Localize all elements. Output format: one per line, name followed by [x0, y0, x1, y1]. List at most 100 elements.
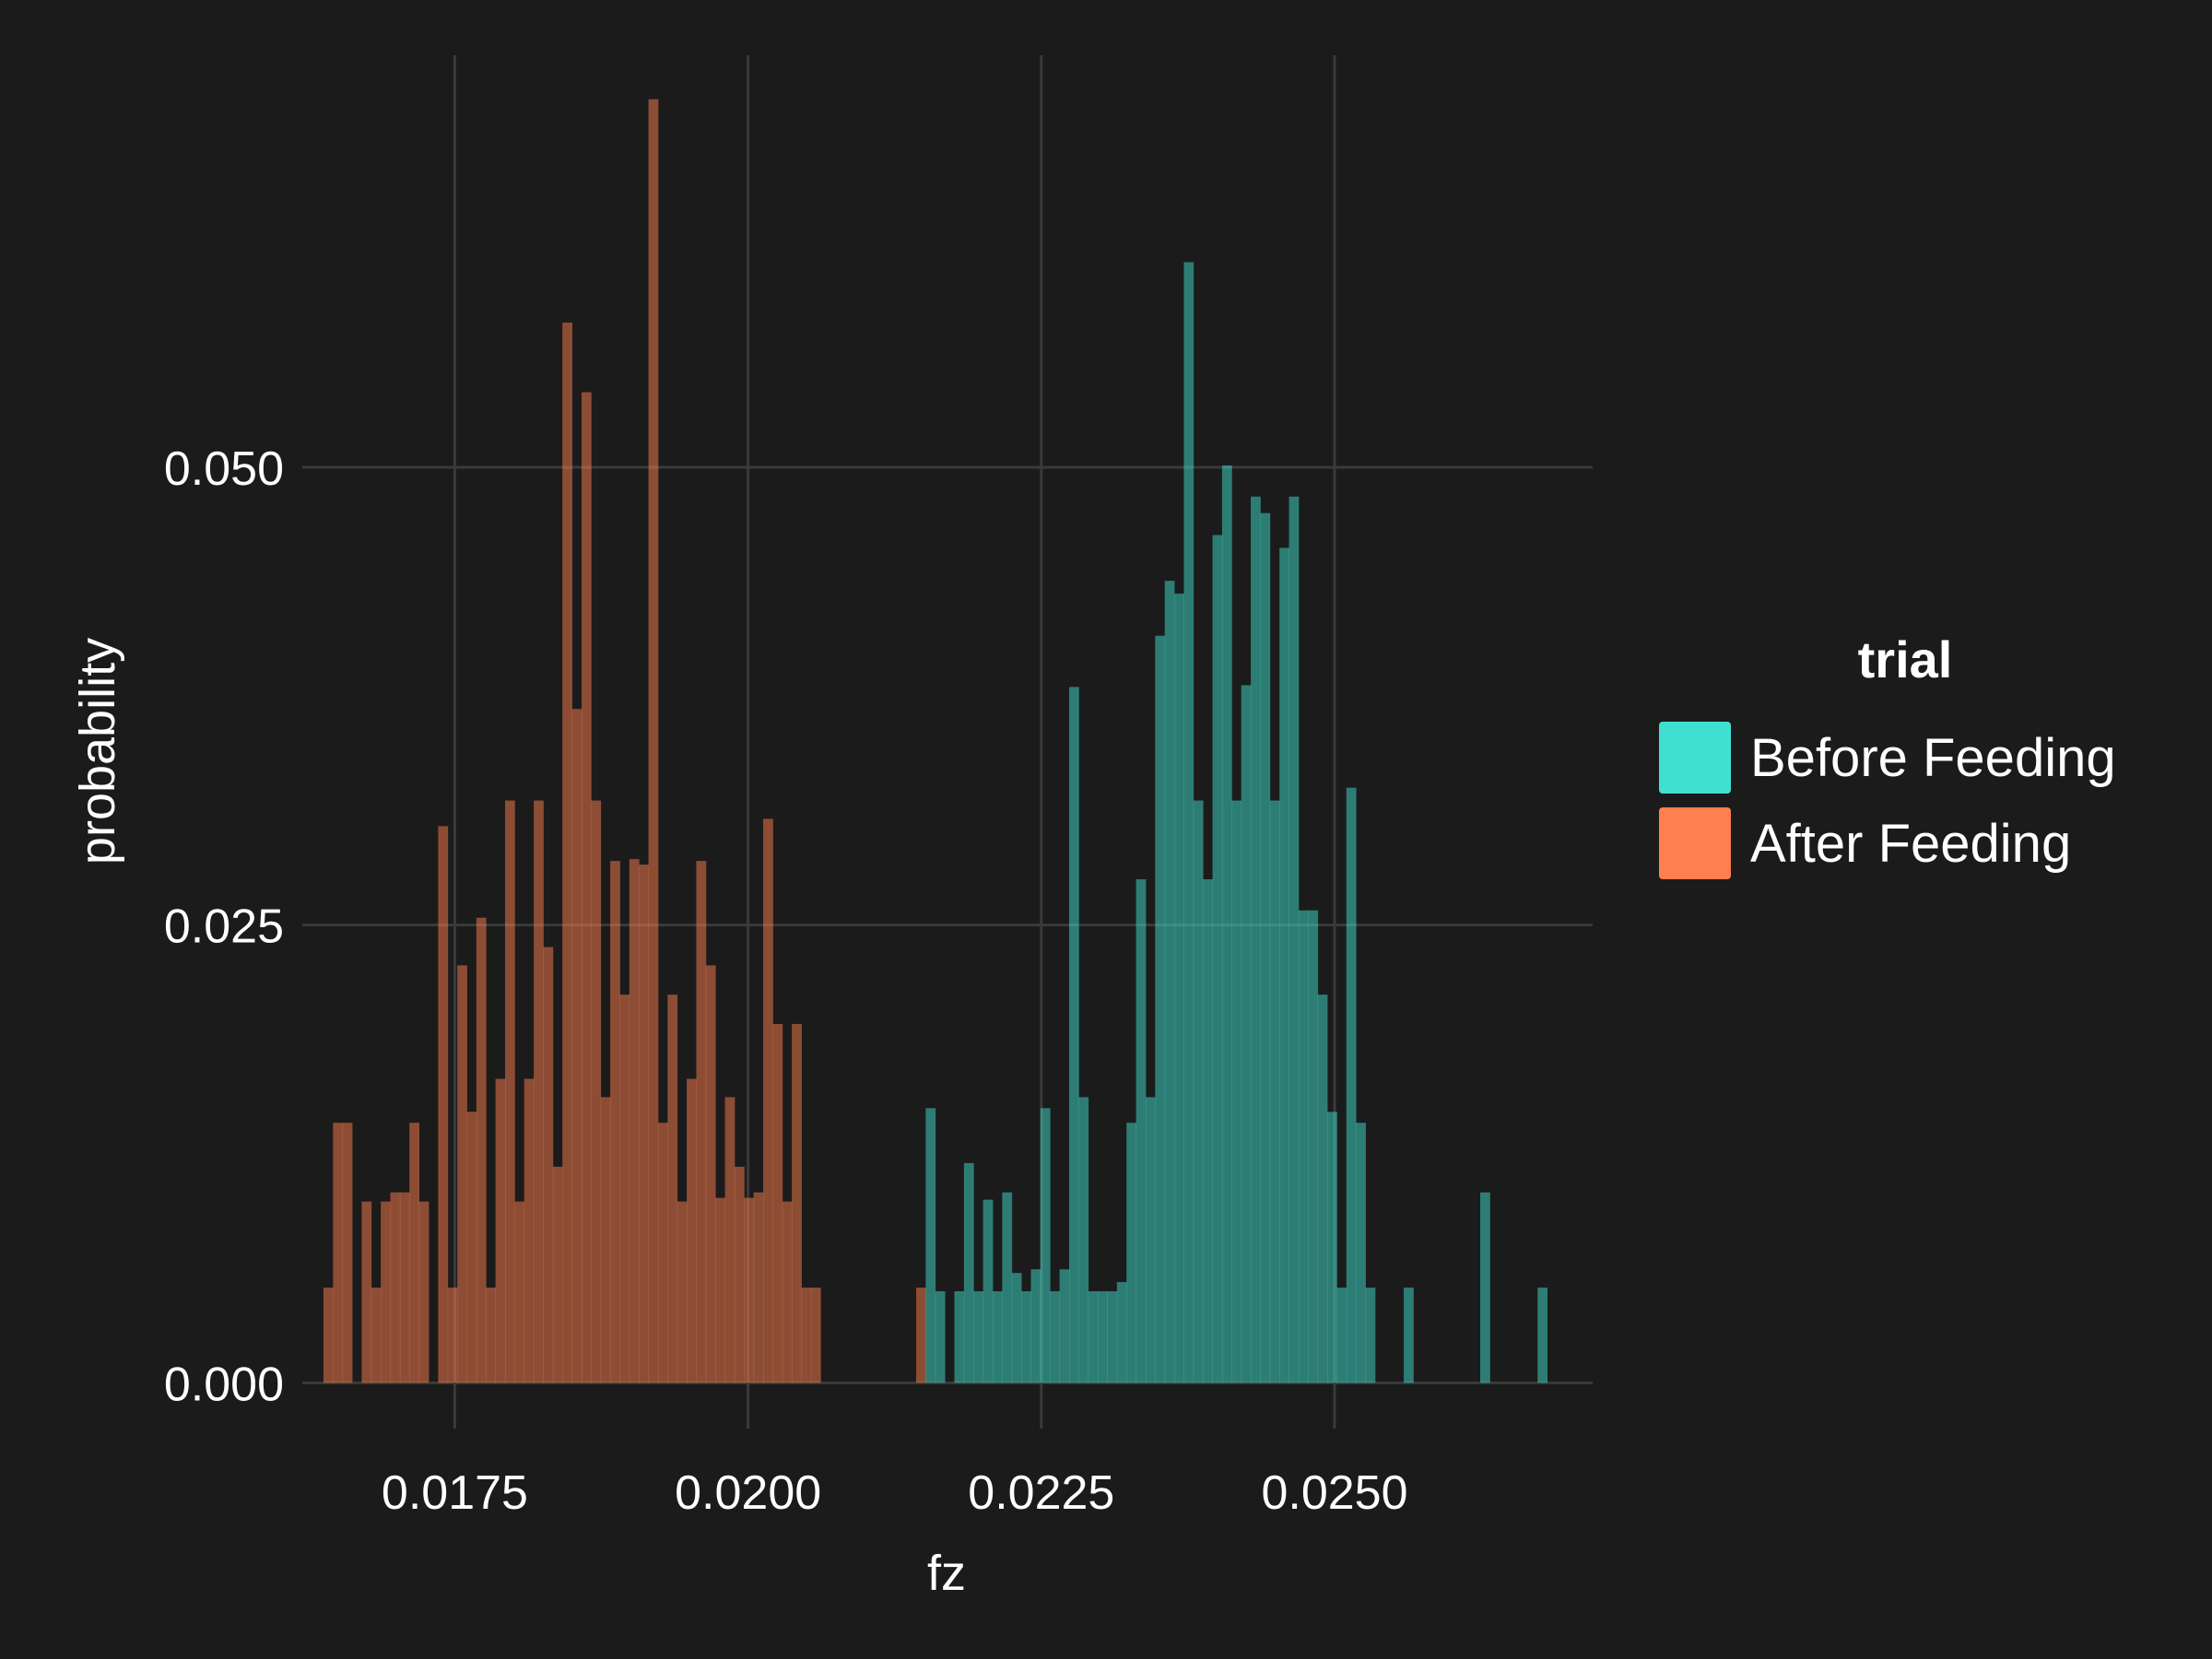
after-feeding-bars	[323, 99, 926, 1383]
bar-before-feeding	[1126, 1123, 1136, 1383]
bar-after-feeding	[772, 1023, 783, 1383]
bar-before-feeding	[1011, 1273, 1022, 1383]
x-axis-title: fz	[927, 1546, 966, 1601]
bar-after-feeding	[801, 1288, 812, 1383]
y-tick-label: 0.000	[164, 1358, 284, 1411]
bar-after-feeding	[399, 1192, 410, 1383]
bar-after-feeding	[552, 1166, 563, 1383]
bar-before-feeding	[935, 1291, 946, 1383]
bar-before-feeding	[1308, 910, 1319, 1383]
bar-after-feeding	[810, 1288, 821, 1383]
bar-before-feeding	[982, 1199, 994, 1383]
bar-before-feeding	[1221, 465, 1232, 1383]
bar-before-feeding	[1059, 1269, 1070, 1383]
bar-after-feeding	[524, 1078, 535, 1383]
bar-after-feeding	[916, 1288, 926, 1383]
bar-after-feeding	[648, 99, 659, 1383]
bar-after-feeding	[629, 859, 640, 1383]
bar-after-feeding	[591, 800, 602, 1383]
legend-title: trial	[1858, 630, 1953, 688]
before-feeding-bars	[925, 262, 1548, 1383]
bar-before-feeding	[1098, 1291, 1108, 1383]
bar-after-feeding	[534, 800, 544, 1383]
bar-after-feeding	[792, 1023, 802, 1383]
bar-before-feeding	[973, 1291, 984, 1383]
bar-before-feeding	[1174, 594, 1184, 1383]
bar-before-feeding	[1260, 512, 1271, 1383]
bar-after-feeding	[696, 861, 707, 1383]
bar-before-feeding	[1183, 262, 1194, 1383]
x-tick-label: 0.0250	[1261, 1466, 1407, 1520]
bar-before-feeding	[1288, 496, 1300, 1383]
bar-after-feeding	[495, 1078, 506, 1383]
bar-after-feeding	[562, 323, 572, 1383]
bar-before-feeding	[1116, 1282, 1127, 1383]
bar-after-feeding	[667, 994, 678, 1383]
bar-after-feeding	[543, 947, 554, 1383]
y-axis-title: probability	[70, 638, 125, 865]
bar-before-feeding	[1021, 1291, 1031, 1383]
x-tick-label: 0.0200	[675, 1466, 821, 1520]
bar-after-feeding	[763, 818, 773, 1383]
bar-after-feeding	[571, 709, 582, 1383]
bar-after-feeding	[447, 1288, 458, 1383]
bar-after-feeding	[610, 861, 620, 1383]
bar-before-feeding	[954, 1291, 965, 1383]
bar-before-feeding	[1346, 787, 1357, 1383]
bar-before-feeding	[1298, 910, 1309, 1383]
bar-after-feeding	[418, 1201, 429, 1383]
bar-after-feeding	[476, 917, 487, 1383]
bar-before-feeding	[1193, 800, 1204, 1383]
bar-after-feeding	[600, 1097, 611, 1383]
bar-before-feeding	[1088, 1291, 1099, 1383]
bar-before-feeding	[1317, 994, 1328, 1383]
bar-after-feeding	[619, 994, 630, 1383]
bar-before-feeding	[1356, 1123, 1366, 1383]
bar-before-feeding	[1050, 1291, 1061, 1383]
legend-label-before-feeding: Before Feeding	[1750, 728, 2116, 788]
x-tick-label: 0.0225	[968, 1466, 1114, 1520]
bar-after-feeding	[333, 1123, 344, 1383]
y-tick-labels: 0.000 0.025 0.050	[164, 442, 284, 1411]
bar-after-feeding	[390, 1192, 401, 1383]
bar-after-feeding	[734, 1166, 745, 1383]
bar-before-feeding	[1404, 1288, 1414, 1383]
bar-before-feeding	[1537, 1288, 1548, 1383]
bar-before-feeding	[1164, 581, 1175, 1383]
bar-before-feeding	[1336, 1288, 1347, 1383]
legend: trial Before Feeding After Feeding	[1659, 630, 2116, 879]
bar-before-feeding	[1203, 879, 1213, 1383]
bar-after-feeding	[639, 865, 649, 1383]
bar-after-feeding	[724, 1097, 735, 1383]
bar-after-feeding	[687, 1078, 697, 1383]
bar-before-feeding	[1480, 1192, 1490, 1383]
bar-before-feeding	[1327, 1112, 1337, 1383]
bar-before-feeding	[963, 1162, 974, 1383]
bar-before-feeding	[925, 1108, 936, 1383]
bar-before-feeding	[1040, 1108, 1051, 1383]
bar-after-feeding	[753, 1192, 764, 1383]
bar-after-feeding	[581, 392, 592, 1383]
bar-before-feeding	[993, 1291, 1003, 1383]
gridlines	[302, 55, 1593, 1429]
bar-after-feeding	[486, 1288, 497, 1383]
x-tick-labels: 0.0175 0.0200 0.0225 0.0250	[382, 1466, 1408, 1520]
bar-before-feeding	[1002, 1192, 1013, 1383]
bar-before-feeding	[1145, 1097, 1156, 1383]
legend-swatch-before-feeding	[1659, 722, 1731, 794]
bar-before-feeding	[1269, 800, 1280, 1383]
bar-after-feeding	[782, 1201, 793, 1383]
bar-after-feeding	[657, 1123, 668, 1383]
legend-label-after-feeding: After Feeding	[1750, 814, 2071, 874]
bar-after-feeding	[514, 1201, 525, 1383]
bar-after-feeding	[342, 1123, 353, 1383]
bar-after-feeding	[677, 1201, 688, 1383]
bar-before-feeding	[1078, 1097, 1089, 1383]
bar-before-feeding	[1365, 1288, 1376, 1383]
bar-before-feeding	[1068, 687, 1079, 1383]
bar-before-feeding	[1241, 685, 1252, 1383]
bar-after-feeding	[705, 965, 716, 1383]
x-tick-label: 0.0175	[382, 1466, 528, 1520]
y-tick-label: 0.025	[164, 900, 284, 954]
bar-after-feeding	[715, 1197, 725, 1383]
